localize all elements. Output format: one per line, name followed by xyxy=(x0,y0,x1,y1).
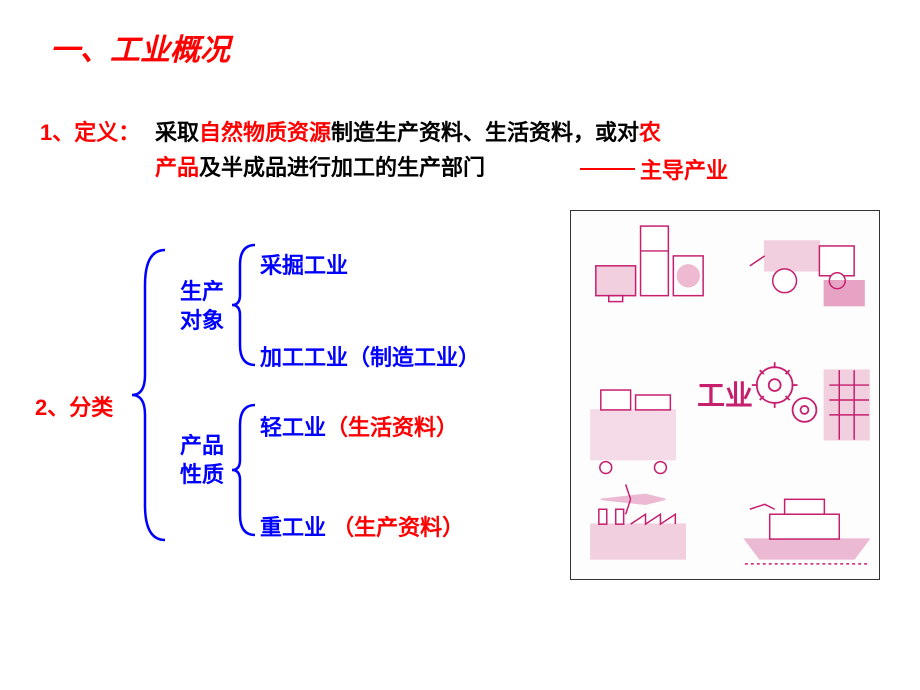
leaf1-text: 采掘工业 xyxy=(260,253,348,278)
leaf-light: 轻工业（生活资料） xyxy=(260,410,458,442)
sub-production-object: 生产 对象 xyxy=(180,278,224,335)
leaf-mining: 采掘工业 xyxy=(260,248,348,280)
leaf4-blue: 重工业 xyxy=(260,515,326,540)
plane-factory-icon xyxy=(591,484,685,559)
ship-icon xyxy=(745,499,869,564)
leaf-heavy: 重工业 （生产资料） xyxy=(260,510,464,542)
leaf4-red: （生产资料） xyxy=(332,515,464,540)
leaf2-blue: 加工工业 xyxy=(260,345,348,370)
sub2-l2: 性质 xyxy=(180,462,224,487)
sub1-l1: 生产 xyxy=(180,279,224,304)
sub2-l1: 产品 xyxy=(180,433,224,458)
def-line2-red: 产品 xyxy=(155,155,199,180)
press-icon xyxy=(591,390,675,473)
def-red1: 自然物质资源 xyxy=(199,120,331,145)
leaf3-blue: 轻工业 xyxy=(260,415,326,440)
bracket-main xyxy=(130,245,170,545)
leaf-processing: 加工工业（制造工业） xyxy=(260,340,480,372)
sub1-l2: 对象 xyxy=(180,308,224,333)
def-line2-black: 及半成品进行加工的生产部门 xyxy=(199,155,485,180)
harvester-icon xyxy=(750,241,864,306)
appliances-icon xyxy=(596,226,703,302)
classification-label: 2、分类 xyxy=(35,390,113,422)
def-mid: 制造生产资料、生活资料，或对 xyxy=(331,120,639,145)
industry-illustration: 工业 xyxy=(570,210,880,580)
leading-line xyxy=(580,168,635,170)
industry-icons-svg: 工业 xyxy=(571,211,879,579)
bracket-sub2 xyxy=(230,400,260,540)
def-red2: 农 xyxy=(639,120,661,145)
leading-industry-text: 主导产业 xyxy=(640,153,728,185)
leaf2-paren: （制造工业） xyxy=(348,345,480,370)
definition-text: 采取自然物质资源制造生产资料、生活资料，或对农 产品及半成品进行加工的生产部门 xyxy=(155,115,895,185)
bracket-sub1 xyxy=(230,240,260,370)
def-pre: 采取 xyxy=(155,120,199,145)
illus-center-text: 工业 xyxy=(697,381,753,412)
leaf3-red: （生活资料） xyxy=(326,415,458,440)
gears-icon xyxy=(752,362,817,422)
section-title: 一、工业概况 xyxy=(50,25,230,69)
definition-label: 1、定义： xyxy=(40,115,140,147)
building-icon xyxy=(824,370,869,440)
sub-product-nature: 产品 性质 xyxy=(180,432,224,489)
